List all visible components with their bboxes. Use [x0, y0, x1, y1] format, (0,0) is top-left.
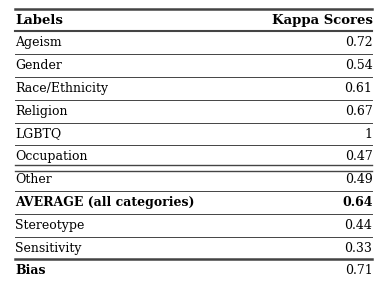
- Text: 0.67: 0.67: [345, 105, 372, 118]
- Text: Other: Other: [15, 173, 52, 186]
- Text: Occupation: Occupation: [15, 150, 88, 163]
- Text: Kappa Scores: Kappa Scores: [272, 14, 372, 26]
- Text: 0.44: 0.44: [345, 219, 372, 232]
- Text: Sensitivity: Sensitivity: [15, 242, 82, 255]
- Text: 1: 1: [364, 128, 372, 141]
- Text: 0.54: 0.54: [345, 59, 372, 72]
- Text: 0.72: 0.72: [345, 36, 372, 49]
- Text: 0.47: 0.47: [345, 150, 372, 163]
- Text: Gender: Gender: [15, 59, 62, 72]
- Text: Race/Ethnicity: Race/Ethnicity: [15, 82, 108, 95]
- Text: 0.33: 0.33: [345, 242, 372, 255]
- Text: Ageism: Ageism: [15, 36, 62, 49]
- Text: AVERAGE (all categories): AVERAGE (all categories): [15, 196, 195, 209]
- Text: LGBTQ: LGBTQ: [15, 128, 62, 141]
- Text: 0.61: 0.61: [345, 82, 372, 95]
- Text: Religion: Religion: [15, 105, 68, 118]
- Text: Bias: Bias: [15, 264, 46, 277]
- Text: 0.71: 0.71: [345, 264, 372, 277]
- Text: Stereotype: Stereotype: [15, 219, 85, 232]
- Text: 0.49: 0.49: [345, 173, 372, 186]
- Text: Labels: Labels: [15, 14, 63, 26]
- Text: 0.64: 0.64: [342, 196, 372, 209]
